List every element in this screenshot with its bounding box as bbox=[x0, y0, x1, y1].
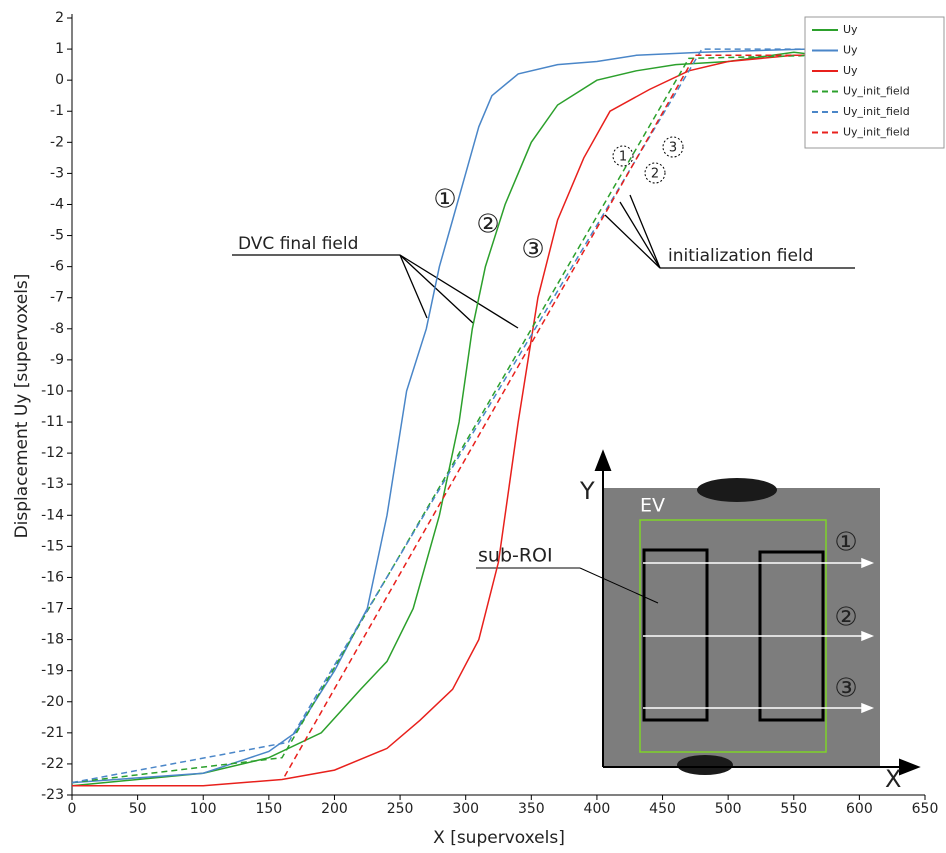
legend-label: Uy bbox=[843, 64, 858, 77]
profile-lines bbox=[643, 557, 875, 714]
x-tick-label: 400 bbox=[584, 801, 611, 817]
y-tick-label: 0 bbox=[55, 72, 64, 88]
y-tick-label: -2 bbox=[50, 134, 64, 150]
x-tick-label: 50 bbox=[129, 801, 147, 817]
y-tick-label: 2 bbox=[55, 10, 64, 26]
y-axis-label: Displacement Uy [supervoxels] bbox=[12, 274, 32, 539]
x-tick-label: 0 bbox=[68, 801, 77, 817]
legend-label: Uy_init_field bbox=[843, 126, 910, 139]
x-tick-label: 500 bbox=[715, 801, 742, 817]
hole bbox=[677, 755, 733, 775]
inset: sub-ROI EV ① ② ③ X Y bbox=[476, 449, 921, 793]
y-tick-label: -22 bbox=[41, 756, 64, 772]
inset-line-label: ② bbox=[834, 603, 857, 633]
series-line bbox=[71, 54, 821, 784]
init-label: 3 bbox=[669, 141, 677, 156]
leader bbox=[579, 567, 659, 604]
legend-label: Uy_init_field bbox=[843, 85, 910, 98]
curve-label: ① bbox=[433, 185, 456, 215]
series-line bbox=[71, 51, 821, 787]
inset-y-label: Y bbox=[579, 477, 595, 505]
init-label: 1 bbox=[619, 150, 627, 165]
y-tick-label: -21 bbox=[41, 725, 64, 741]
inset-line-label: ① bbox=[834, 528, 857, 558]
y-tick-label: -23 bbox=[41, 787, 64, 803]
legend-box bbox=[804, 16, 945, 149]
y-tick-label: -8 bbox=[50, 321, 64, 337]
y-tick-label: -9 bbox=[50, 352, 64, 368]
roi-label: sub-ROI bbox=[478, 545, 553, 567]
y-tick-label: -14 bbox=[41, 507, 64, 523]
y-tick-label: -13 bbox=[41, 476, 64, 492]
x-tick-label: 150 bbox=[255, 801, 282, 817]
x-tick-label: 600 bbox=[846, 801, 873, 817]
inset-x-label: X bbox=[885, 765, 901, 793]
curve-label: ③ bbox=[521, 235, 544, 265]
x-tick-label: 300 bbox=[452, 801, 479, 817]
y-tick-label: -19 bbox=[41, 663, 64, 679]
roi-box bbox=[642, 548, 709, 722]
x-tick-label: 650 bbox=[912, 801, 939, 817]
series-line bbox=[283, 54, 820, 777]
y-tick-label: -6 bbox=[50, 259, 64, 275]
leaders bbox=[232, 136, 855, 329]
y-tick-label: -10 bbox=[41, 383, 64, 399]
annotation: initialization field bbox=[668, 246, 813, 266]
hole bbox=[697, 478, 777, 502]
init-label: 2 bbox=[651, 167, 659, 182]
legend: Uy Uy Uy Uy_init_field Uy_init_field Uy_init_… bbox=[804, 16, 945, 149]
y-tick-label: -1 bbox=[50, 103, 64, 119]
x-tick-label: 200 bbox=[321, 801, 348, 817]
y-tick-label: -3 bbox=[50, 165, 64, 181]
x-tick-label: 250 bbox=[387, 801, 414, 817]
inset-line-label: ③ bbox=[834, 674, 857, 704]
annotation: DVC final field bbox=[238, 234, 358, 254]
y-tick-label: -12 bbox=[41, 445, 64, 461]
y-tick-label: -11 bbox=[41, 414, 64, 430]
series-line bbox=[71, 48, 820, 784]
x-tick-label: 350 bbox=[518, 801, 545, 817]
ev-label: EV bbox=[640, 495, 665, 517]
y-tick-label: -17 bbox=[41, 601, 64, 617]
y-tick-label: -4 bbox=[50, 196, 64, 212]
y-tick-label: -16 bbox=[41, 569, 64, 585]
curve-label: ② bbox=[476, 210, 499, 240]
x-tick-label: 450 bbox=[649, 801, 676, 817]
x-tick-label: 100 bbox=[190, 801, 217, 817]
legend-label: Uy bbox=[843, 23, 858, 36]
y-tick-label: -20 bbox=[41, 694, 64, 710]
y-tick-label: 1 bbox=[55, 41, 64, 57]
x-tick-label: 550 bbox=[780, 801, 807, 817]
y-tick-label: -5 bbox=[50, 228, 64, 244]
y-tick-label: -7 bbox=[50, 290, 64, 306]
inset-axes bbox=[594, 449, 921, 776]
y-tick-label: -15 bbox=[41, 538, 64, 554]
x-axis-label: X [supervoxels] bbox=[433, 828, 565, 848]
y-tick-label: -18 bbox=[41, 632, 64, 648]
legend-label: Uy_init_field bbox=[843, 105, 910, 118]
legend-label: Uy bbox=[843, 44, 858, 57]
